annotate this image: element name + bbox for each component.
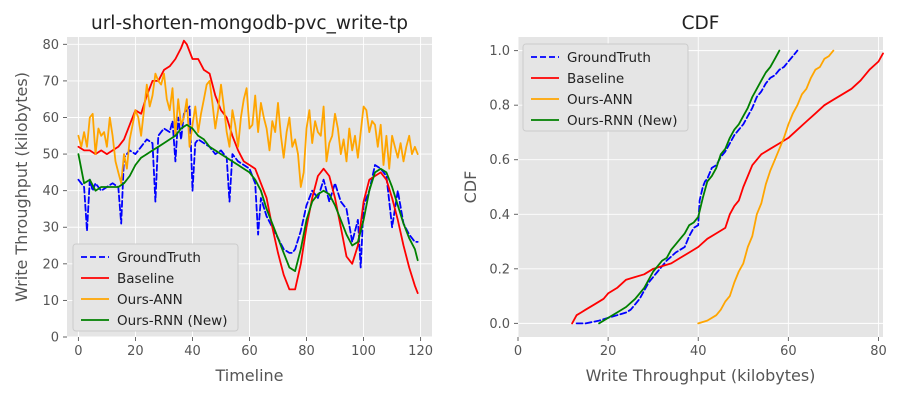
cdf-series-ours-ann [697, 49, 835, 325]
cdf-legend-label: Baseline [567, 71, 624, 87]
timeline-legend: GroundTruth Baseline Ours-ANN Ours-RNN (New… [72, 243, 239, 332]
timeline-y-axis-label: Write Throughput (kilobytes) [12, 72, 31, 302]
timeline-legend-box [72, 243, 239, 332]
cdf-legend-label: Ours-ANN [567, 92, 633, 108]
cdf-y-tick-label: 0.4 [489, 208, 510, 223]
timeline-y-tick-label: 20 [42, 257, 59, 272]
cdf-chart-title: CDF [682, 13, 720, 34]
cdf-x-tick-label: 20 [600, 344, 617, 359]
timeline-y-tick-label: 80 [42, 38, 59, 53]
timeline-chart-title: url-shorten-mongodb-pvc_write-tp [91, 13, 408, 34]
timeline-y-tick-label: 60 [42, 111, 59, 126]
timeline-series-ours-rnn-new [77, 123, 419, 272]
cdf-x-tick-label: 80 [870, 344, 887, 359]
timeline-legend-label: Ours-RNN (New) [117, 313, 228, 329]
timeline-x-tick-label: 60 [241, 344, 258, 359]
cdf-y-axis-label: CDF [461, 171, 480, 204]
cdf-x-tick-label: 0 [514, 344, 522, 359]
timeline-x-tick-label: 100 [351, 344, 376, 359]
cdf-legend-label: Ours-RNN (New) [567, 113, 678, 129]
timeline-y-tick-label: 40 [42, 184, 59, 199]
cdf-y-tick-label: 0.8 [489, 99, 510, 114]
cdf-y-tick-label: 0.6 [489, 153, 510, 168]
cdf-x-axis-label: Write Throughput (kilobytes) [586, 366, 816, 385]
cdf-y-tick-label: 0.2 [489, 262, 510, 277]
timeline-x-tick-label: 40 [184, 344, 201, 359]
timeline-x-tick-label: 20 [127, 344, 144, 359]
cdf-legend-label: GroundTruth [567, 50, 651, 66]
cdf-y-tick-label: 0.0 [489, 317, 510, 332]
timeline-y-tick-label: 30 [42, 221, 59, 236]
timeline-y-tick-label: 10 [42, 294, 59, 309]
cdf-x-tick-label: 60 [780, 344, 797, 359]
timeline-x-tick-label: 0 [74, 344, 82, 359]
timeline-chart: 0 20 40 60 80 100 120 0 10 20 30 40 50 60 70 80 url-shor… [12, 13, 433, 385]
cdf-y-tick-label: 1.0 [489, 44, 510, 59]
timeline-y-tick-label: 0 [51, 331, 59, 346]
timeline-legend-label: Ours-ANN [117, 292, 183, 308]
timeline-legend-label: Baseline [117, 271, 174, 287]
timeline-x-tick-label: 80 [298, 344, 315, 359]
cdf-series-baseline [571, 52, 884, 325]
timeline-y-tick-label: 70 [42, 74, 59, 89]
cdf-chart: 0 20 40 60 80 0.0 0.2 0.4 0.6 0.8 1.0 CDF Write Thro… [461, 13, 887, 385]
timeline-x-axis-label: Timeline [214, 366, 283, 385]
timeline-series-ours-ann [77, 72, 419, 188]
cdf-legend-box [522, 43, 689, 132]
cdf-series-ours-rnn-new [598, 49, 781, 325]
cdf-series-groundtruth [575, 49, 799, 325]
timeline-legend-label: GroundTruth [117, 250, 201, 266]
timeline-y-tick-label: 50 [42, 148, 59, 163]
cdf-legend: GroundTruth Baseline Ours-ANN Ours-RNN (New… [522, 43, 689, 132]
cdf-x-tick-label: 40 [690, 344, 707, 359]
timeline-x-tick-label: 120 [408, 344, 433, 359]
